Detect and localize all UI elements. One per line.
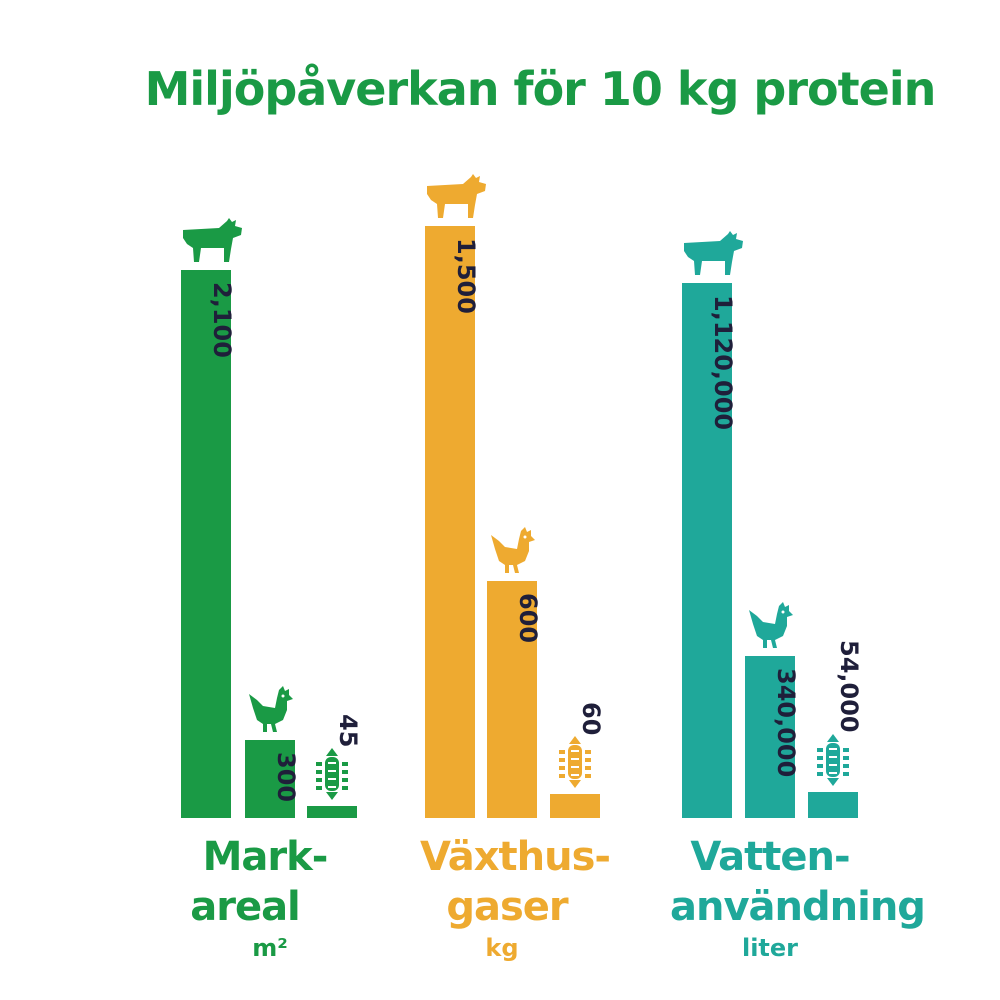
bar-landuse-chicken [245,740,295,818]
group-label-line1-landuse: Mark- [202,834,329,880]
group-unit-ghg: kg [485,934,519,962]
bar-landuse-cow [181,270,231,818]
value-label-water-insect: 54,000 [835,640,863,733]
cow-icon [684,231,743,275]
bar-ghg-insect [550,794,600,818]
group-label-line2-ghg: gaser [446,884,568,930]
bar-ghg-cow [425,226,475,818]
value-label-landuse-chicken: 300 [272,752,300,802]
group-unit-landuse: m² [252,934,288,962]
group-label-line2-landuse: areal [190,884,301,930]
insect-icon [559,736,591,788]
group-label-line1-water: Vatten- [690,834,850,880]
value-label-water-chicken: 340,000 [772,668,800,777]
group-unit-water: liter [741,934,799,962]
value-label-landuse-cow: 2,100 [208,282,236,358]
cow-icon [427,174,486,218]
chicken-icon [749,602,793,648]
chicken-icon [249,686,293,732]
value-label-ghg-insect: 60 [577,702,605,735]
chicken-icon [491,527,535,573]
bar-water-chicken [745,656,795,818]
insect-icon [817,734,849,786]
value-label-water-cow: 1,120,000 [709,295,737,430]
chart-title: Miljöpåverkan för 10 kg protein [144,62,937,116]
group-label-line1-ghg: Växthus- [419,834,611,880]
cow-icon [183,218,242,262]
value-label-ghg-cow: 1,500 [452,238,480,314]
value-label-ghg-chicken: 600 [514,593,542,643]
bar-ghg-chicken [487,581,537,818]
group-label-line2-water: användning [670,884,926,930]
bar-water-insect [808,792,858,818]
insect-icon [316,748,348,800]
value-label-landuse-insect: 45 [334,714,362,747]
bar-landuse-insect [307,806,357,818]
bar-water-cow [682,283,732,818]
